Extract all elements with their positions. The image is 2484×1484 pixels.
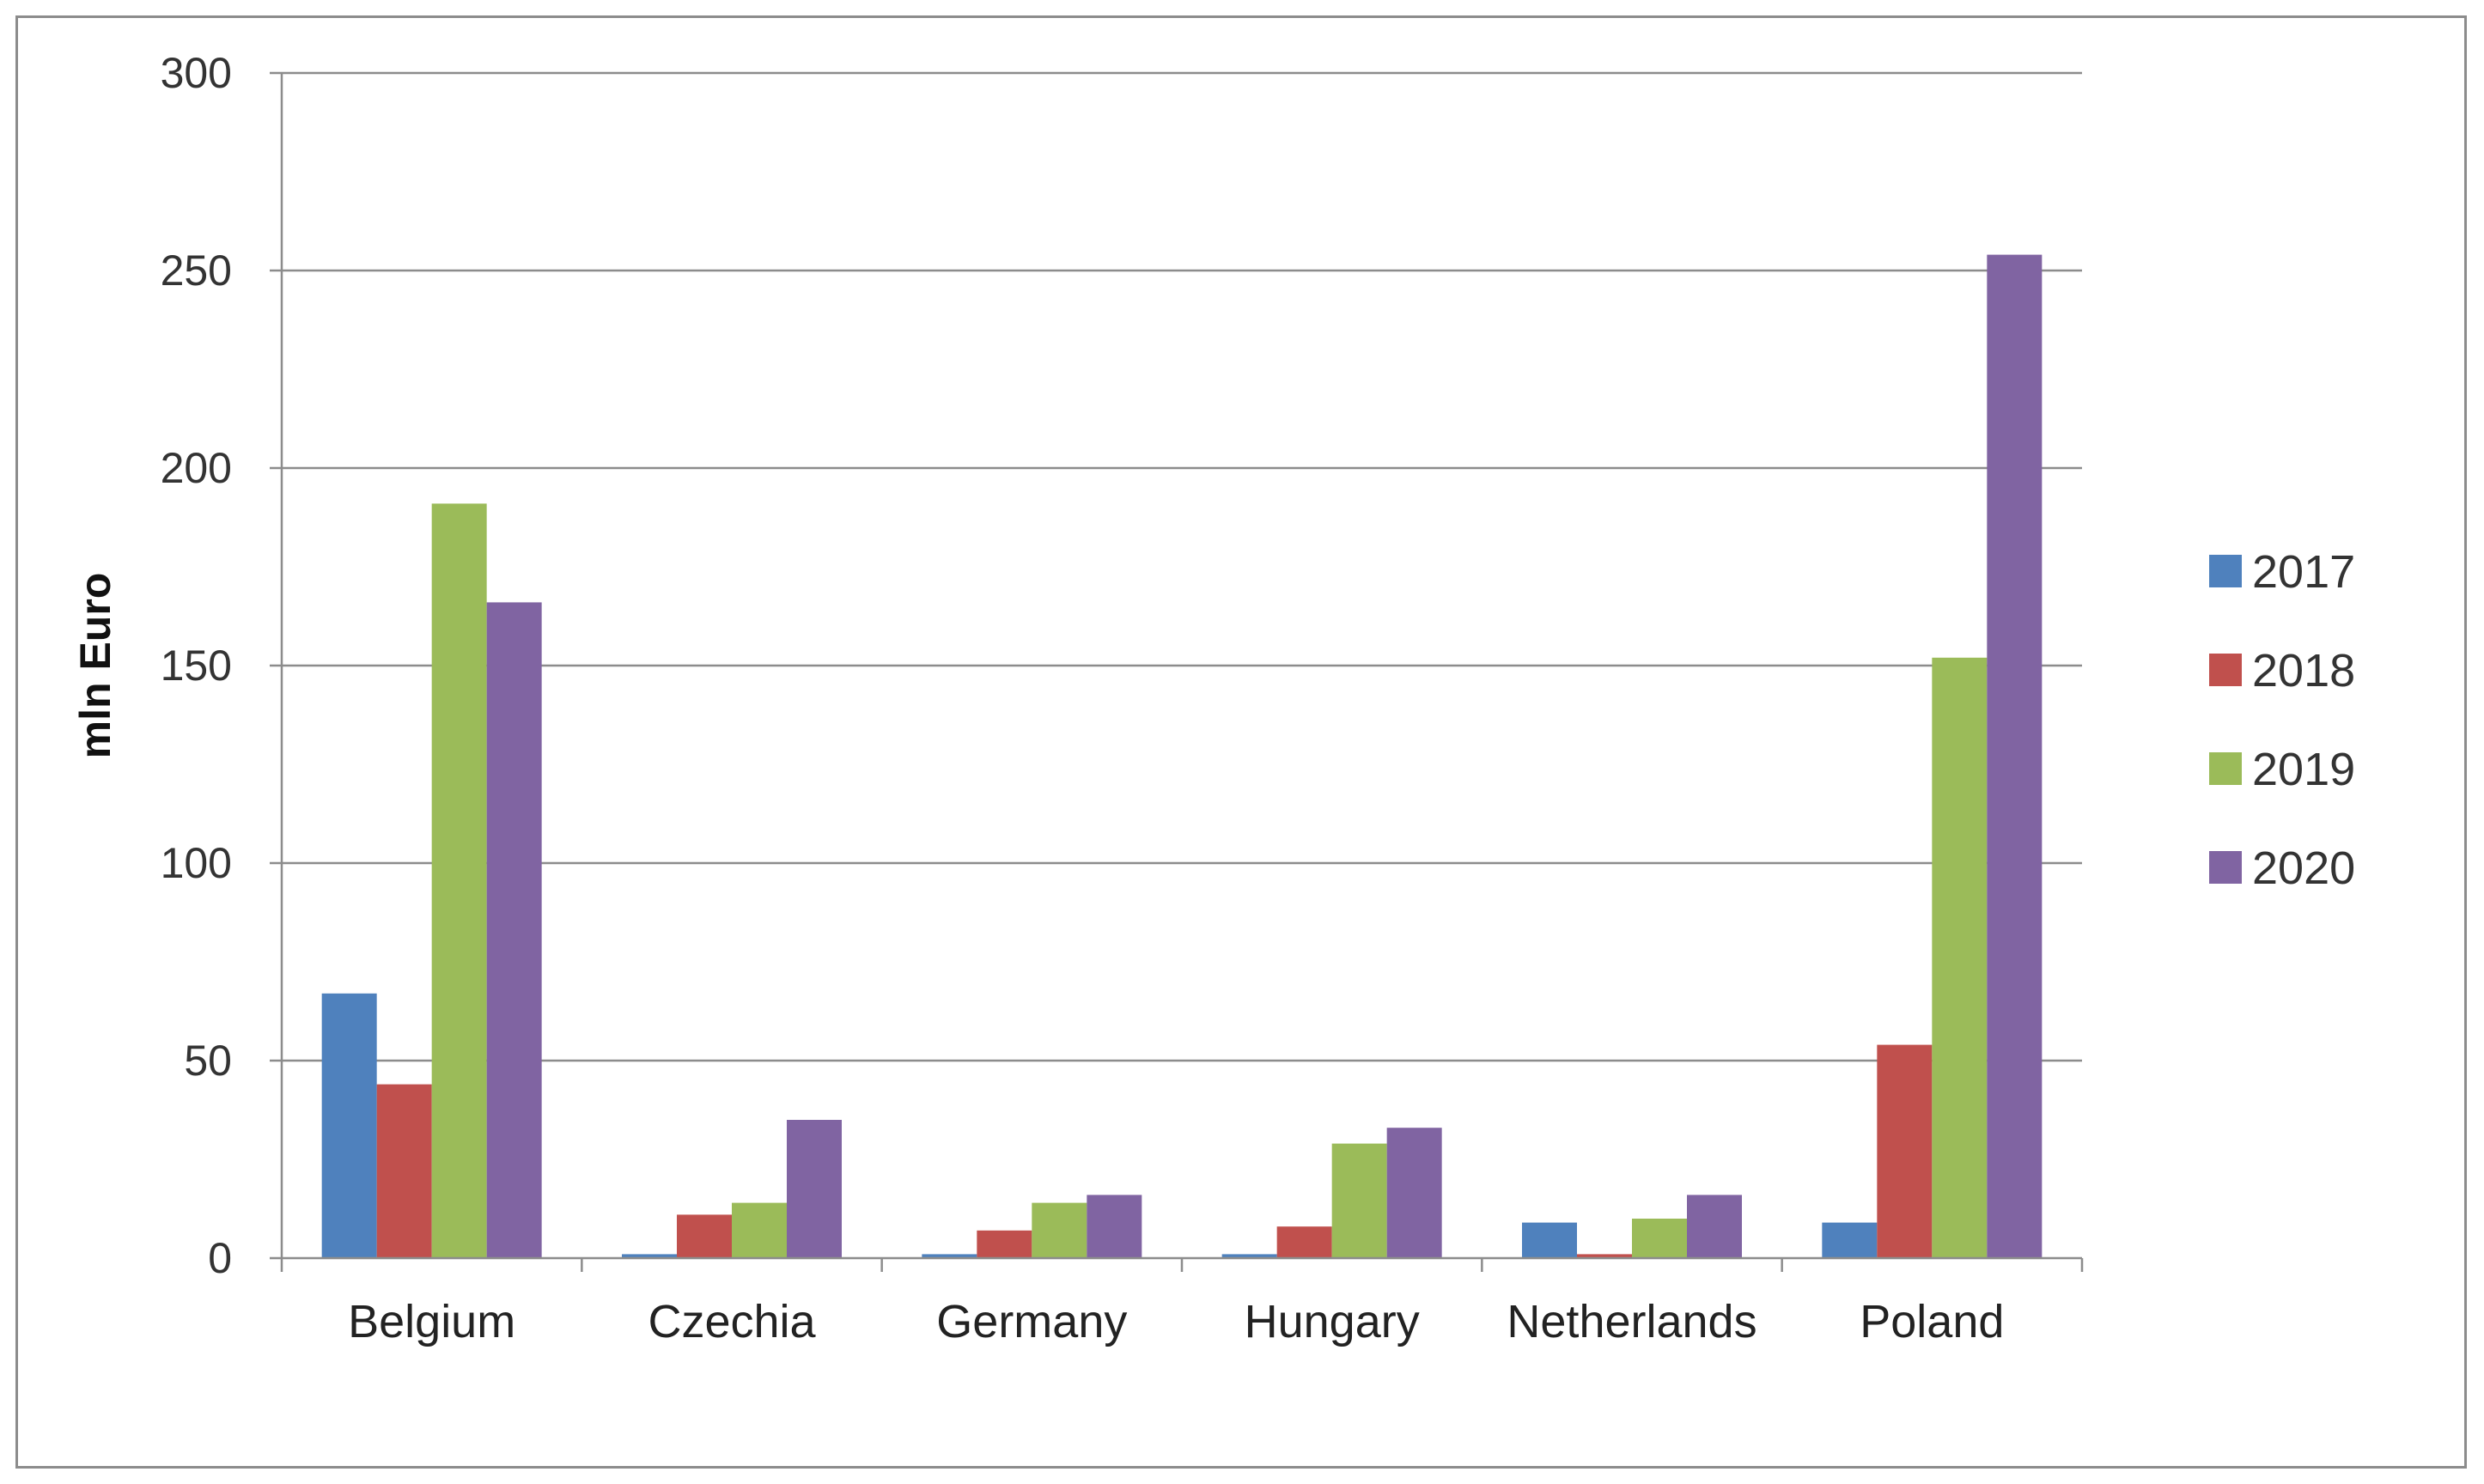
y-axis-title: mln Euro	[71, 573, 119, 759]
bar-belgium-2019	[431, 503, 487, 1258]
bar-czechia-2017	[622, 1254, 677, 1258]
bar-belgium-2017	[321, 993, 377, 1258]
bar-poland-2019	[1932, 657, 1988, 1258]
bar-hungary-2020	[1386, 1128, 1442, 1258]
x-tick-label: Germany	[936, 1296, 1127, 1347]
y-tick-label: 100	[161, 839, 232, 887]
bar-germany-2018	[977, 1230, 1032, 1258]
y-tick-label: 0	[208, 1234, 232, 1282]
bar-czechia-2020	[787, 1120, 842, 1258]
bar-belgium-2018	[376, 1084, 432, 1258]
gridlines	[282, 71, 2082, 1062]
bar-belgium-2020	[486, 602, 542, 1258]
bar-hungary-2017	[1221, 1254, 1277, 1258]
legend-label-2019: 2019	[2252, 744, 2355, 795]
y-tick-label: 50	[184, 1037, 232, 1085]
bar-germany-2019	[1032, 1202, 1087, 1258]
x-tick-label: Czechia	[648, 1296, 816, 1347]
bar-poland-2017	[1822, 1222, 1878, 1258]
y-tick-label: 250	[161, 246, 232, 295]
bars	[321, 254, 2043, 1259]
bar-poland-2018	[1877, 1044, 1933, 1258]
legend-label-2018: 2018	[2252, 645, 2355, 696]
bar-hungary-2018	[1276, 1226, 1332, 1258]
legend: 2017 2018 2019 2020	[2209, 546, 2355, 894]
x-tick-label: Poland	[1860, 1296, 2004, 1347]
y-tick-label: 200	[161, 444, 232, 492]
bar-germany-2017	[922, 1254, 977, 1258]
legend-label-2017: 2017	[2252, 546, 2355, 598]
bar-netherlands-2019	[1632, 1219, 1687, 1258]
bar-czechia-2018	[677, 1214, 732, 1258]
bar-poland-2020	[1987, 254, 2043, 1259]
bar-germany-2020	[1087, 1195, 1142, 1258]
bar-netherlands-2020	[1687, 1195, 1742, 1258]
x-tick-label: Belgium	[348, 1296, 515, 1347]
x-tick-label: Netherlands	[1507, 1296, 1756, 1347]
legend-swatch-2020	[2209, 851, 2242, 884]
bar-hungary-2019	[1331, 1143, 1387, 1258]
bar-netherlands-2017	[1522, 1222, 1577, 1258]
bar-netherlands-2018	[1577, 1254, 1632, 1258]
labels: 0 50 100 150 200 250 300 Belgium Czechia Germany H…	[161, 49, 2005, 1347]
legend-swatch-2018	[2209, 654, 2242, 686]
y-tick-label: 150	[161, 642, 232, 690]
y-tick-label: 300	[161, 49, 232, 97]
bar-czechia-2019	[732, 1202, 787, 1258]
axes	[270, 71, 2084, 1272]
legend-swatch-2019	[2209, 752, 2242, 785]
x-tick-label: Hungary	[1245, 1296, 1420, 1347]
legend-label-2020: 2020	[2252, 842, 2355, 894]
legend-swatch-2017	[2209, 555, 2242, 587]
